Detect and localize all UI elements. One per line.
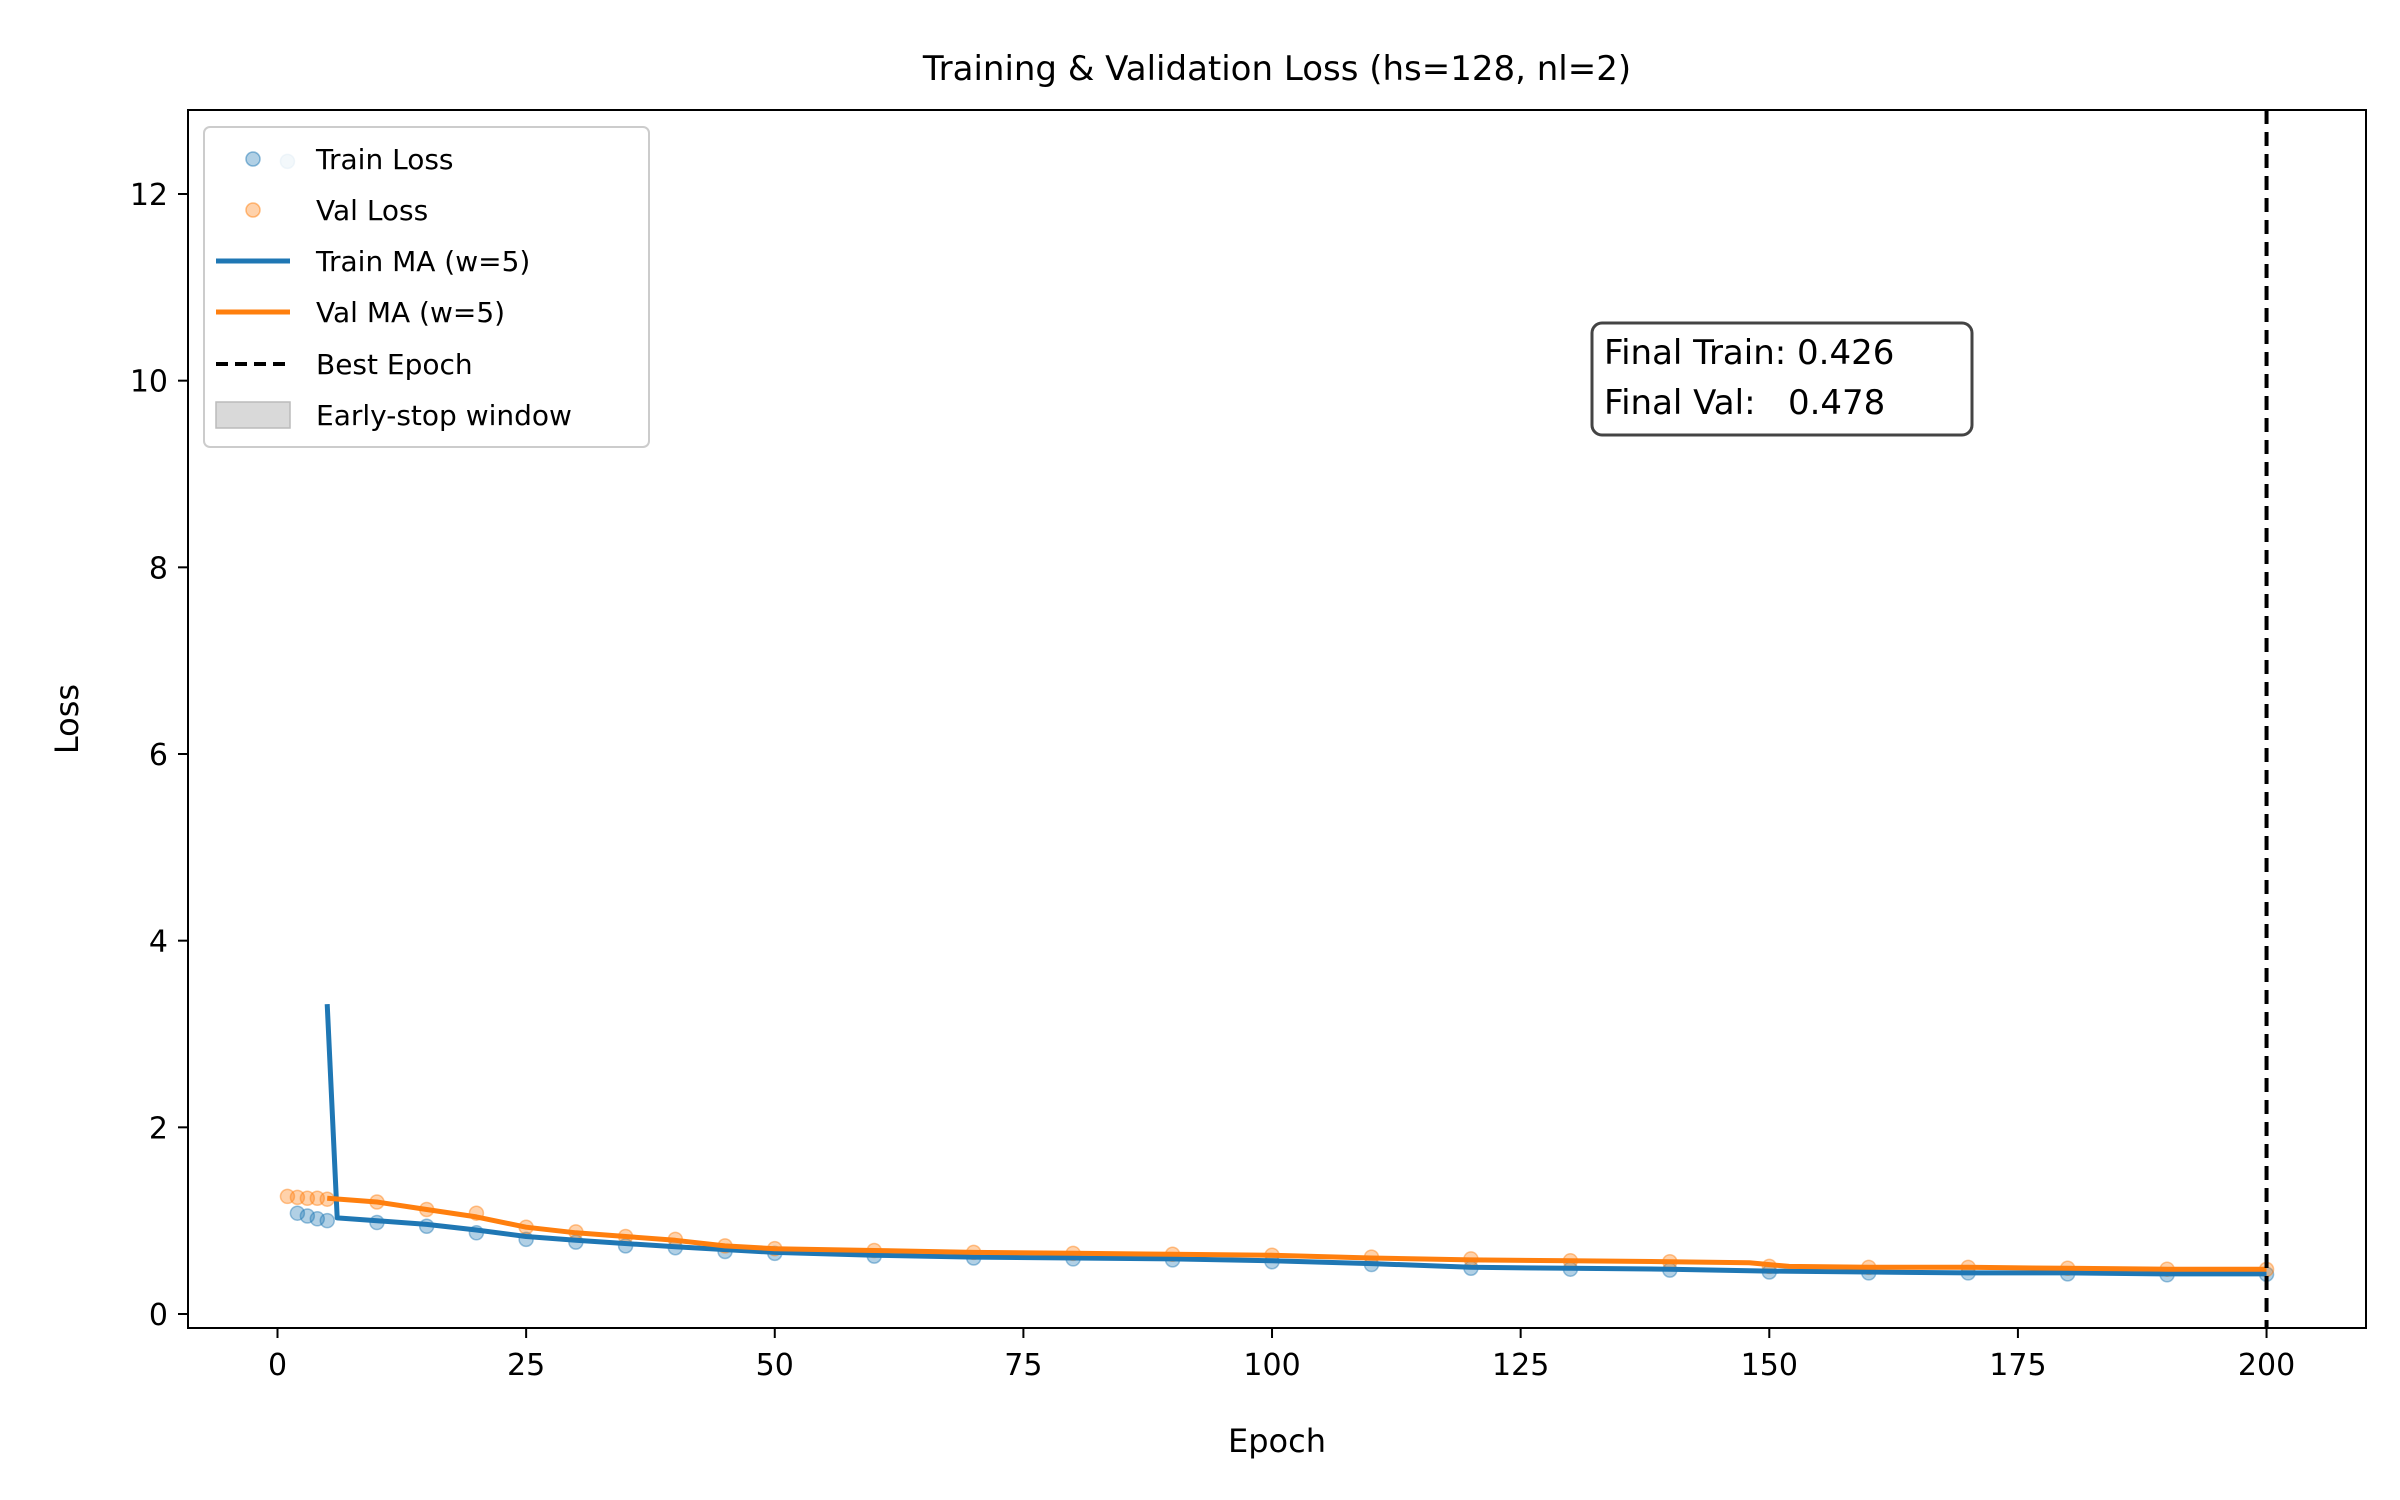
x-tick-label: 100 [1243,1348,1300,1383]
legend-label: Early-stop window [316,399,572,432]
x-tick-label: 175 [1989,1348,2046,1383]
legend-label: Best Epoch [316,348,473,381]
x-axis-label: Epoch [1228,1422,1326,1460]
legend-label: Val MA (w=5) [316,296,505,329]
x-tick-label: 0 [268,1348,287,1383]
x-tick-label: 50 [756,1348,794,1383]
final-stats-box: Final Train: 0.426 Final Val: 0.478 [1590,321,1974,437]
x-tick-label: 25 [507,1348,545,1383]
y-tick-label: 12 [130,178,168,213]
val-loss-point [279,1188,296,1205]
val-loss-point [309,1190,326,1207]
y-tick-label: 10 [130,365,168,400]
x-tick-label: 75 [1004,1348,1042,1383]
val-loss-point [299,1190,316,1207]
y-tick-label: 0 [149,1298,168,1333]
val-ma-line [327,1195,2267,1272]
final-stats-frame [1590,321,1974,437]
x-axis: 0 25 50 75 100 125 150 175 200 [268,1328,2295,1383]
val-loss-point [289,1189,306,1206]
x-tick-label: 200 [2238,1348,2295,1383]
final-val-text: Final Val: 0.478 [1604,383,1885,423]
train-ma-line [324,1003,2267,1277]
legend-marker [215,401,291,429]
train-loss-point [289,1205,306,1221]
x-tick-label: 150 [1741,1348,1798,1383]
legend-frame [203,126,650,448]
train-loss-point [309,1211,326,1227]
legend: Train Loss Val Loss Train MA (w=5) Val MA (… [203,126,650,448]
legend-label: Train Loss [315,143,454,176]
axes-frame [187,109,2367,1329]
legend-label: Val Loss [316,194,428,227]
x-tick-label: 125 [1492,1348,1549,1383]
y-axis-label: Loss [48,684,86,754]
y-tick-label: 8 [149,551,168,586]
plot-area [279,110,2275,1328]
chart-title: Training & Validation Loss (hs=128, nl=2… [922,49,1631,89]
y-tick-label: 6 [149,738,168,773]
final-train-text: Final Train: 0.426 [1604,333,1894,373]
legend-label: Train MA (w=5) [315,245,530,278]
y-tick-label: 4 [149,925,168,960]
legend-marker [245,202,261,218]
legend-marker [245,151,261,167]
train-loss-point [299,1208,316,1224]
y-tick-label: 2 [149,1111,168,1146]
y-axis: 0 2 4 6 8 10 12 [130,178,188,1333]
train-loss-point [319,1212,335,1229]
